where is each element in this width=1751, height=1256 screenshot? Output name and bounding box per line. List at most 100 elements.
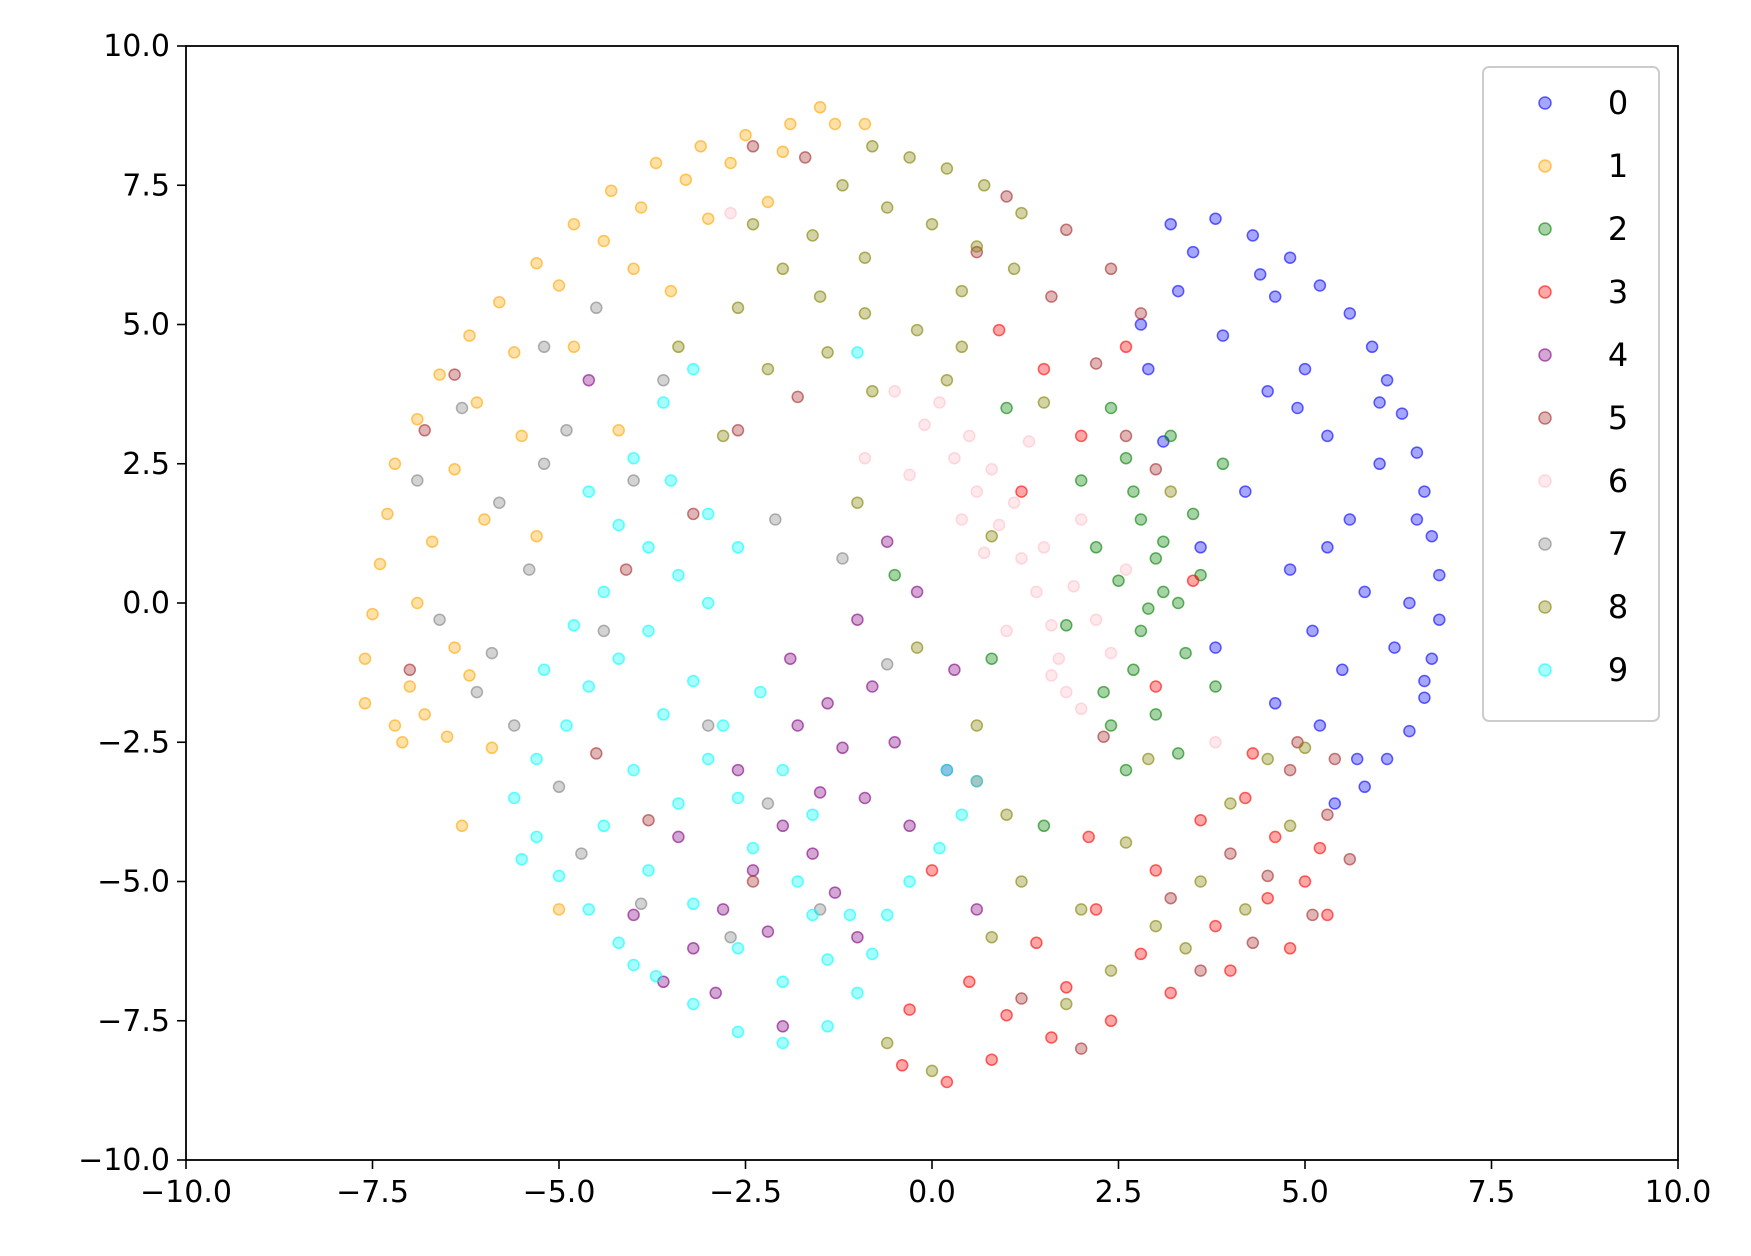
point-0-20 [1268,290,1282,303]
point-5-23 [791,390,804,404]
point-1-18 [858,117,872,131]
point-9-51 [537,663,551,677]
point-3-18 [1261,891,1274,905]
point-9-17 [731,1025,745,1039]
x-tick-label: 7.5 [1468,1175,1516,1210]
point-9-8 [560,719,573,732]
legend-label-2: 2 [1608,210,1628,248]
point-4-14 [709,986,722,1000]
point-1-39 [440,730,454,743]
point-9-50 [567,619,581,632]
point-0-5 [1343,307,1357,320]
point-0-14 [1425,652,1439,665]
point-6-15 [1037,541,1051,554]
point-0-23 [1343,513,1357,526]
point-9-39 [687,897,700,911]
point-9-52 [657,396,670,409]
point-3-0 [1239,791,1252,805]
point-0-1 [1209,212,1222,225]
point-8-34 [1283,819,1297,833]
point-3-8 [1045,1031,1058,1044]
point-0-12 [1433,568,1446,582]
series-5 [403,140,1357,1055]
point-9-41 [776,975,790,989]
point-0-29 [1216,329,1230,342]
point-1-19 [388,719,402,732]
point-8-24 [1261,752,1274,766]
point-3-15 [1030,936,1043,950]
point-8-27 [1149,919,1163,933]
point-7-17 [769,513,782,526]
point-7-10 [507,719,521,732]
point-1-10 [530,256,543,270]
point-2-16 [1074,474,1088,487]
point-9-38 [642,864,655,877]
point-4-15 [910,585,924,599]
point-6-6 [1030,585,1043,599]
y-tick-label: −2.5 [97,725,170,760]
point-6-8 [1052,652,1066,665]
point-0-32 [1283,563,1297,576]
point-8-17 [821,346,834,359]
point-1-31 [776,145,790,159]
point-2-1 [1119,451,1133,465]
point-5-5 [1045,290,1058,303]
point-6-29 [1045,669,1058,682]
series-1 [358,101,872,916]
point-0-21 [1298,362,1312,376]
point-0-13 [1433,613,1446,626]
y-tick-label: −10.0 [78,1143,170,1178]
point-0-7 [1380,373,1394,387]
point-0-45 [1186,245,1200,259]
legend-marker-9 [1538,663,1552,677]
point-6-3 [970,485,984,498]
point-1-17 [828,117,842,131]
point-5-34 [403,663,417,677]
point-0-38 [1373,457,1386,471]
point-8-48 [1142,752,1155,766]
point-3-23 [1313,841,1327,855]
legend-label-0: 0 [1608,84,1628,122]
point-5-30 [798,151,812,164]
point-5-22 [1097,730,1110,743]
point-0-8 [1395,407,1409,420]
point-4-28 [903,819,916,833]
point-4-12 [806,847,819,860]
point-5-14 [1194,964,1207,977]
point-9-45 [746,841,760,855]
point-8-32 [1015,875,1028,888]
legend-label-3: 3 [1608,273,1628,311]
point-5-20 [1074,1042,1088,1055]
point-5-29 [746,875,760,888]
point-7-4 [455,401,469,415]
point-5-31 [746,140,760,153]
legend: 0 1 2 3 4 5 6 7 8 9 [1482,66,1660,722]
point-8-8 [970,240,984,253]
point-7-19 [880,658,894,671]
point-7-11 [552,780,566,794]
point-8-9 [1007,262,1021,276]
point-2-19 [1142,602,1155,615]
point-6-28 [858,451,872,465]
legend-marker-4 [1538,348,1552,362]
point-9-4 [701,596,715,610]
point-1-45 [813,101,827,114]
point-9-43 [843,908,857,922]
point-0-47 [1321,541,1334,554]
x-tick-label: −7.5 [336,1175,409,1210]
point-0-44 [1253,268,1267,281]
point-3-14 [1089,903,1103,916]
point-1-0 [358,697,372,710]
point-0-19 [1328,797,1342,810]
point-9-7 [582,680,596,693]
point-1-14 [694,140,707,153]
point-8-6 [880,201,894,214]
point-7-16 [634,897,648,911]
legend-label-4: 4 [1608,336,1628,374]
y-axis: −10.0 −7.5 −5.0 −2.5 0.0 2.5 5.0 7.5 10.0 [78,29,186,1178]
point-0-22 [1321,429,1334,443]
point-0-43 [1291,401,1304,415]
point-3-9 [985,1053,998,1066]
point-0-49 [1418,674,1431,688]
point-6-19 [955,513,969,526]
